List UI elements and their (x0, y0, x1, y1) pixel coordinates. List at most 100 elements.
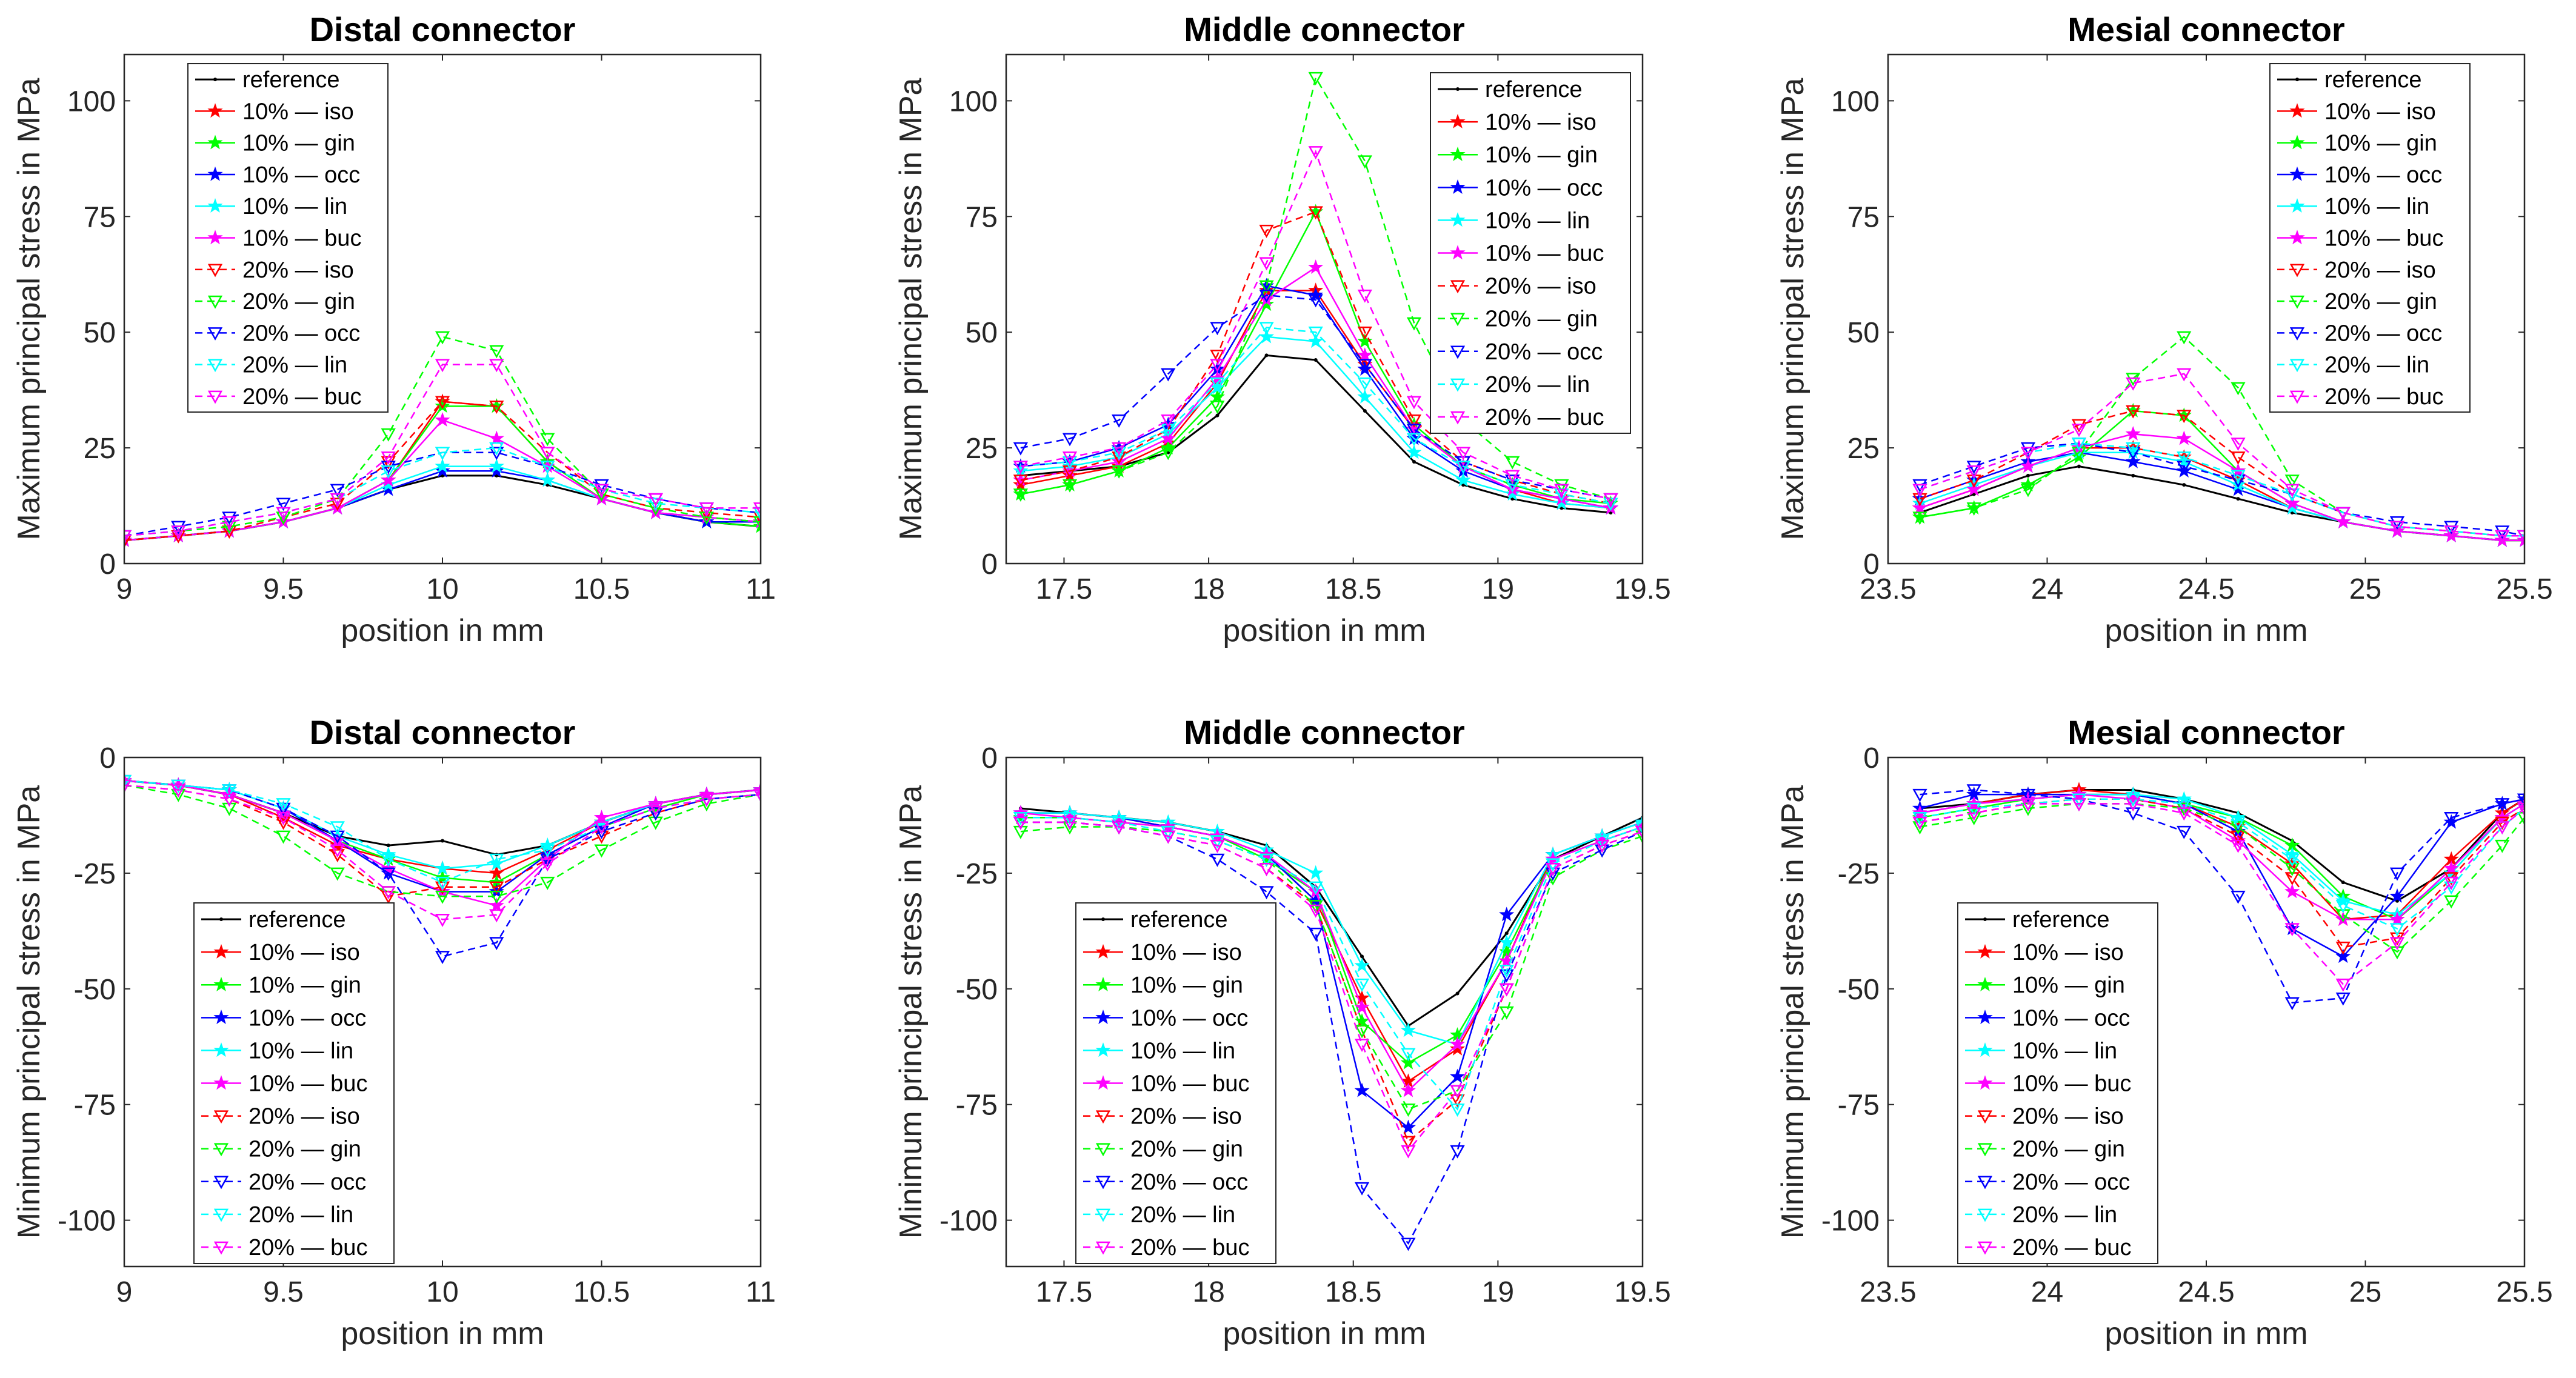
x-tick-label: 10.5 (573, 1276, 630, 1308)
data-point-20-lin (540, 461, 555, 474)
series-group (124, 331, 761, 548)
series-group (1013, 805, 1643, 1251)
data-point-20-occ (2020, 788, 2036, 802)
y-tick-label: 50 (1847, 317, 1880, 349)
x-tick-label: 19.5 (1614, 573, 1670, 605)
data-point-20-lin (540, 844, 555, 858)
data-point-20-buc (1603, 493, 1618, 507)
y-tick-label: -75 (956, 1090, 998, 1122)
data-point-20-gin (699, 511, 714, 525)
data-point-20-lin (2177, 451, 2192, 465)
data-point-20-gin (2517, 812, 2524, 825)
y-tick-label: -100 (1821, 1205, 1880, 1237)
legend-label: 10% — occ (1485, 175, 1603, 201)
legend-marker (1450, 245, 1466, 260)
data-point-10-occ (2335, 948, 2351, 964)
data-point-20-gin (381, 428, 396, 442)
data-point-10-buc (381, 472, 396, 487)
data-point-reference (2182, 483, 2186, 487)
data-point-20-lin (381, 465, 396, 479)
data-point-20-buc (1912, 484, 1927, 498)
data-point-20-occ (594, 825, 609, 839)
legend-marker (2289, 327, 2305, 341)
legend-label: 20% — occ (242, 321, 360, 346)
legend-label: reference (242, 67, 340, 93)
legend-marker (213, 1010, 229, 1024)
data-point-20-gin (489, 345, 504, 359)
legend-marker (213, 976, 229, 991)
legend-marker (1095, 976, 1111, 991)
legend-label: 10% — lin (1130, 1038, 1235, 1063)
legend-label: 20% — buc (242, 384, 361, 410)
legend-label: 20% — buc (2324, 384, 2443, 410)
data-point-10-lin (1308, 865, 1324, 880)
data-point-20-buc (2071, 798, 2087, 811)
y-tick-label: -50 (956, 974, 998, 1006)
series-line-20-buc (1920, 803, 2524, 985)
data-point-20-gin (435, 331, 450, 345)
data-point-20-occ (1455, 456, 1471, 470)
legend-label: reference (249, 907, 346, 933)
data-point-20-lin (1499, 965, 1514, 978)
data-point-20-buc (2389, 521, 2405, 534)
legend-label: 10% — gin (2012, 973, 2125, 998)
data-point-20-gin (1210, 401, 1225, 414)
legend: reference 10% — iso 10% — gin 10% — occ 10% … (193, 902, 395, 1264)
series-line-20-lin (124, 447, 761, 537)
data-point-20-buc (1406, 396, 1422, 410)
data-point-10-lin (539, 472, 555, 487)
legend-label: reference (2012, 907, 2110, 933)
data-point-10-lin (435, 860, 450, 875)
legend-label: 10% — occ (249, 1005, 366, 1031)
data-point-20-gin (2231, 821, 2246, 835)
legend-label: 10% — lin (2012, 1038, 2117, 1063)
legend-marker (2289, 230, 2305, 245)
legend-label: 20% — lin (242, 353, 347, 378)
data-point-20-occ (489, 937, 504, 951)
data-point-20-lin (2071, 438, 2087, 451)
legend-label: 10% — gin (242, 131, 355, 156)
data-point-20-buc (435, 359, 450, 373)
data-point-20-iso (1210, 350, 1225, 363)
legend-label: 20% — gin (249, 1137, 361, 1162)
data-point-reference (1504, 931, 1509, 936)
legend-marker (207, 295, 223, 309)
data-point-20-gin (222, 802, 237, 816)
data-point-20-buc (594, 821, 609, 835)
legend-marker (1977, 976, 1993, 991)
y-axis-label: Minimum principal stress in MPa (12, 785, 47, 1239)
legend-marker (1977, 944, 1993, 959)
data-point-20-buc (2020, 798, 2036, 811)
legend-label: 20% — iso (2324, 258, 2436, 283)
data-point-20-iso (489, 881, 504, 895)
legend-label: 10% — occ (2012, 1005, 2130, 1031)
legend-label: reference (2324, 67, 2422, 93)
legend-label: 20% — lin (2324, 353, 2429, 378)
data-point-20-buc (1062, 816, 1078, 830)
data-point-10-occ (1354, 1082, 1370, 1097)
y-tick-label: -25 (74, 858, 116, 890)
legend-label: 10% — gin (1130, 973, 1243, 998)
y-tick-label: -25 (956, 858, 998, 890)
legend-marker (1101, 917, 1105, 922)
x-tick-label: 24.5 (2178, 1276, 2234, 1308)
data-point-20-lin (276, 798, 291, 811)
data-point-20-iso (1966, 474, 1981, 488)
legend-label: 10% — buc (1130, 1071, 1249, 1097)
data-point-20-iso (1062, 465, 1078, 479)
data-point-10-lin (1499, 934, 1515, 950)
legend-label: 20% — occ (249, 1170, 366, 1195)
legend-label: reference (1485, 77, 1583, 102)
series-group (1013, 72, 1619, 515)
y-axis-label: Minimum principal stress in MPa (893, 785, 929, 1239)
legend-label: 10% — buc (2324, 226, 2443, 251)
x-axis-label: position in mm (1223, 613, 1426, 648)
chart-panel-4: 9 9.5 10 10.5 11 0 -25 -50 -75 -100 Distal connect… (12, 713, 776, 1351)
legend-marker (207, 327, 223, 341)
data-point-10-buc (1308, 259, 1324, 274)
data-point-10-buc (489, 430, 504, 445)
data-point-10-buc (2335, 514, 2351, 529)
data-point-20-buc (1259, 863, 1274, 876)
data-point-20-gin (1499, 1006, 1514, 1020)
x-tick-label: 17.5 (1036, 1276, 1092, 1308)
